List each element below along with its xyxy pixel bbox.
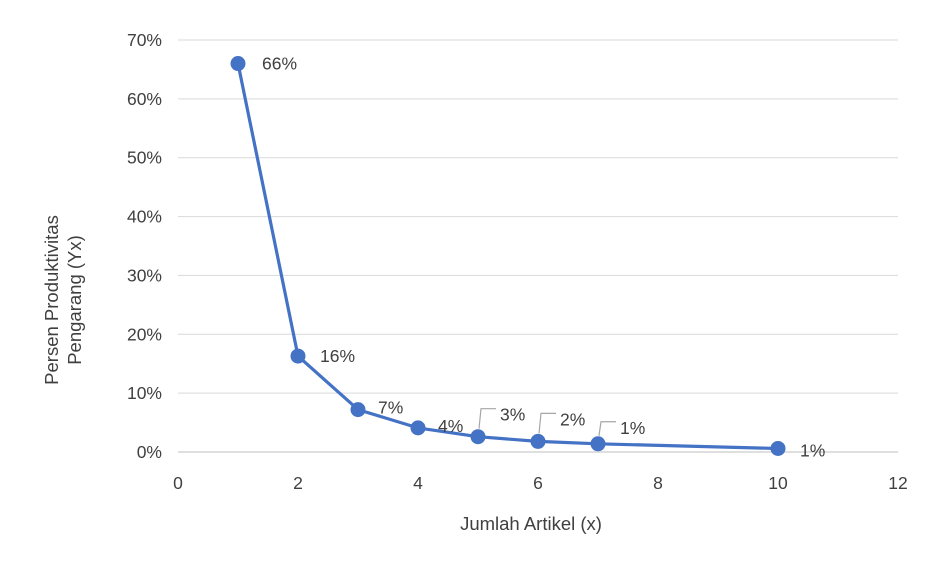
- y-tick-label: 0%: [137, 442, 162, 462]
- y-tick-label: 20%: [127, 324, 162, 344]
- y-tick-label: 40%: [127, 207, 162, 227]
- x-tick-label: 0: [173, 473, 183, 493]
- data-label: 1%: [800, 440, 825, 460]
- data-label: 2%: [560, 409, 585, 429]
- x-tick-label: 4: [413, 473, 423, 493]
- data-point: [290, 348, 306, 364]
- leader-line: [538, 412, 556, 434]
- data-label: 4%: [438, 416, 463, 436]
- data-label: 16%: [320, 346, 355, 366]
- data-labels: 66% 16% 7% 4% 3% 2% 1% 1%: [262, 54, 825, 461]
- chart-frame: 0% 10% 20% 30% 40% 50% 60% 70% 0 2 4 6 8 10 12 66% 16%…: [6, 0, 925, 562]
- x-axis-ticks: 0 2 4 6 8 10 12: [173, 473, 908, 493]
- data-point: [590, 436, 606, 452]
- y-tick-label: 30%: [127, 265, 162, 285]
- x-axis-title: Jumlah Artikel (x): [460, 513, 602, 534]
- x-tick-label: 6: [533, 473, 543, 493]
- data-point: [770, 440, 786, 456]
- series-line: [236, 61, 780, 451]
- leader-line: [478, 408, 496, 429]
- y-axis-title-line-1: Persen Produktivitas: [41, 215, 62, 385]
- x-tick-label: 8: [653, 473, 663, 493]
- data-label: 66%: [262, 54, 297, 74]
- gridlines: [178, 39, 898, 453]
- x-tick-label: 12: [888, 473, 907, 493]
- data-point: [410, 420, 426, 436]
- data-point: [230, 56, 246, 72]
- y-axis-title: Persen Produktivitas Pengarang (Yx): [41, 215, 85, 385]
- data-point: [530, 433, 546, 449]
- data-label: 7%: [378, 398, 403, 418]
- y-tick-label: 50%: [127, 148, 162, 168]
- x-tick-label: 2: [293, 473, 303, 493]
- y-axis-title-line-2: Pengarang (Yx): [64, 235, 85, 365]
- data-point: [350, 402, 366, 418]
- y-axis-ticks: 0% 10% 20% 30% 40% 50% 60% 70%: [127, 30, 162, 462]
- y-tick-label: 60%: [127, 89, 162, 109]
- leader-line: [598, 421, 616, 436]
- label-leader-lines: [478, 408, 616, 436]
- y-tick-label: 10%: [127, 383, 162, 403]
- data-label: 3%: [500, 405, 525, 425]
- y-tick-label: 70%: [127, 30, 162, 50]
- data-label: 1%: [620, 418, 645, 438]
- data-point: [470, 429, 486, 445]
- data-points: [230, 56, 786, 456]
- x-tick-label: 10: [768, 473, 788, 493]
- line-chart: 0% 10% 20% 30% 40% 50% 60% 70% 0 2 4 6 8 10 12 66% 16%…: [41, 30, 908, 534]
